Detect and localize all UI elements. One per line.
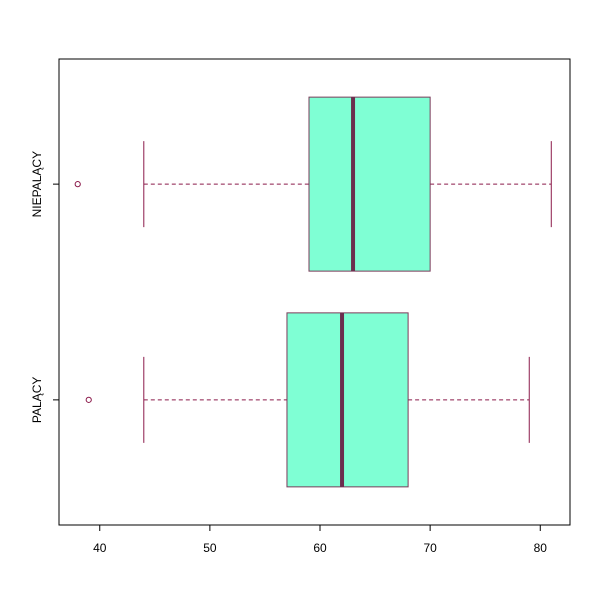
- marks-layer: [74, 96, 552, 488]
- plot-frame: [58, 58, 571, 526]
- axes-layer: PALĄCY NIEPALĄCY 40 50 60 70 80: [30, 151, 547, 555]
- x-tick-label-70: 70: [423, 541, 437, 555]
- y-tick-label-niepalacy: NIEPALĄCY: [30, 151, 44, 217]
- x-tick-label-60: 60: [313, 541, 327, 555]
- box-niepalacy: [308, 96, 431, 272]
- box-palacy: [286, 312, 409, 488]
- outlier-palacy-0: [85, 396, 92, 403]
- outlier-niepalacy-0: [74, 181, 81, 188]
- y-tick-label-palacy: PALĄCY: [30, 377, 44, 423]
- x-tick-label-80: 80: [534, 541, 548, 555]
- x-tick-label-50: 50: [203, 541, 217, 555]
- x-tick-label-40: 40: [93, 541, 107, 555]
